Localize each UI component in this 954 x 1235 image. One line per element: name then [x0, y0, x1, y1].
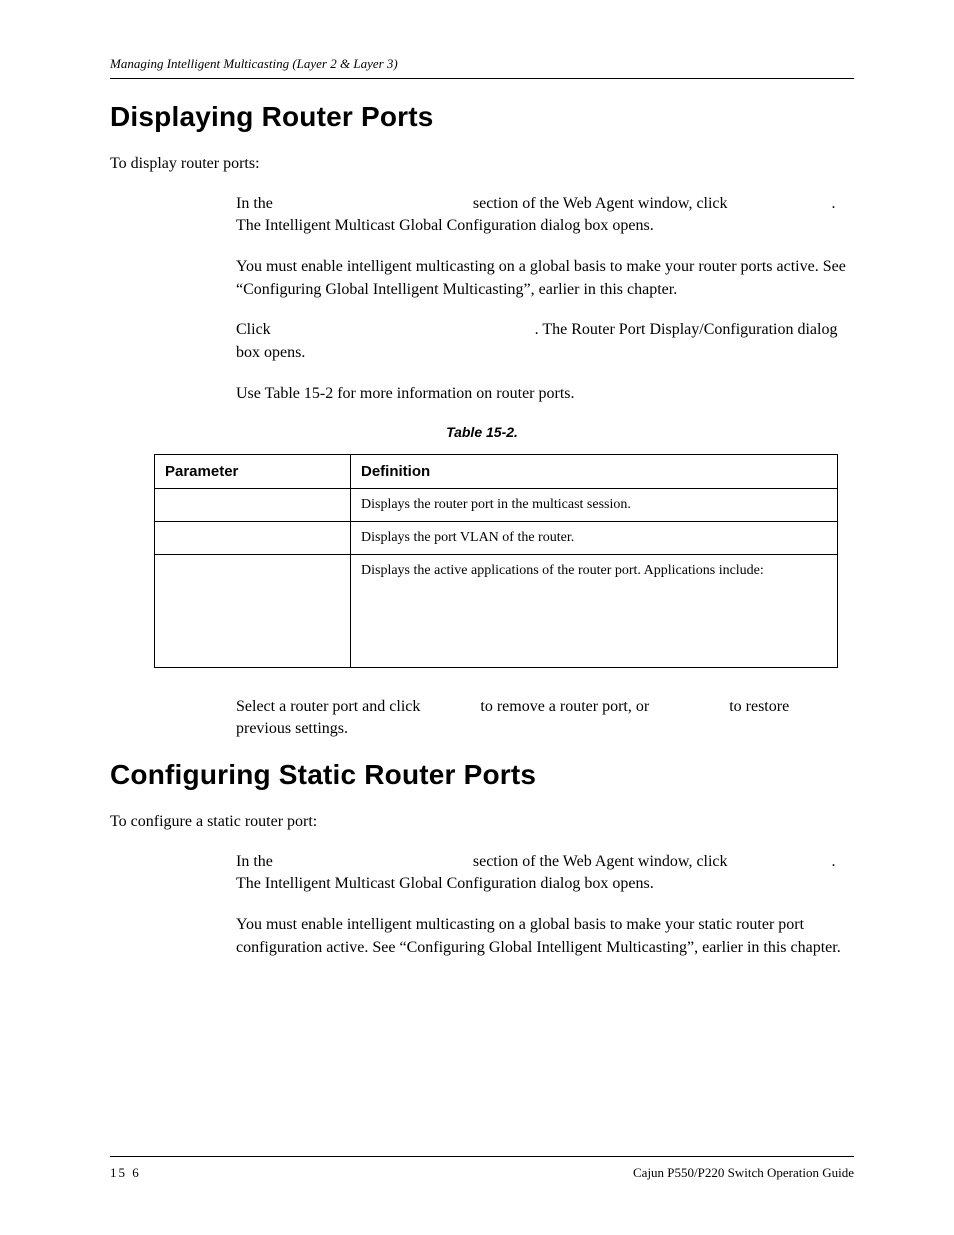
footer-rule	[110, 1156, 854, 1157]
table-header-row: Parameter Definition	[155, 454, 838, 488]
page: Managing Intelligent Multicasting (Layer…	[0, 0, 954, 1235]
blank-link-placeholder	[275, 321, 531, 338]
text-fragment: In the	[236, 853, 277, 870]
text-fragment: section of the Web Agent window, click	[473, 853, 732, 870]
section-title-displaying-router-ports: Displaying Router Ports	[110, 101, 854, 133]
cell-parameter	[155, 521, 351, 554]
cell-parameter	[155, 488, 351, 521]
text-fragment: In the	[236, 195, 277, 212]
body-block-3: In the section of the Web Agent window, …	[236, 851, 848, 960]
lead-paragraph: To configure a static router port:	[110, 811, 854, 833]
step-paragraph: In the section of the Web Agent window, …	[236, 193, 848, 238]
body-block-1: In the section of the Web Agent window, …	[236, 193, 848, 406]
note-paragraph: You must enable intelligent multicasting…	[236, 914, 848, 959]
router-ports-table: Parameter Definition Displays the router…	[154, 454, 838, 668]
column-header-definition: Definition	[351, 454, 838, 488]
blank-button-placeholder	[653, 698, 725, 715]
section-title-configuring-static-router-ports: Configuring Static Router Ports	[110, 759, 854, 791]
page-footer: 15 6 Cajun P550/P220 Switch Operation Gu…	[110, 1156, 854, 1181]
step-paragraph: Click . The Router Port Display/Configur…	[236, 319, 848, 364]
action-paragraph: Select a router port and click to remove…	[236, 696, 848, 741]
text-fragment: Click	[236, 321, 275, 338]
blank-link-placeholder	[277, 195, 469, 212]
blank-link-placeholder	[732, 195, 828, 212]
body-block-2: Select a router port and click to remove…	[236, 696, 848, 741]
cell-parameter	[155, 554, 351, 667]
running-head: Managing Intelligent Multicasting (Layer…	[110, 56, 854, 72]
text-fragment: Select a router port and click	[236, 698, 424, 715]
blank-link-placeholder	[732, 853, 828, 870]
cell-definition: Displays the active applications of the …	[351, 554, 838, 667]
column-header-parameter: Parameter	[155, 454, 351, 488]
footer-row: 15 6 Cajun P550/P220 Switch Operation Gu…	[110, 1165, 854, 1181]
table-row: Displays the router port in the multicas…	[155, 488, 838, 521]
blank-link-placeholder	[277, 853, 469, 870]
step-paragraph: In the section of the Web Agent window, …	[236, 851, 848, 896]
page-number: 15 6	[110, 1165, 141, 1181]
document-title: Cajun P550/P220 Switch Operation Guide	[633, 1165, 854, 1181]
text-fragment: section of the Web Agent window, click	[473, 195, 732, 212]
table-row: Displays the port VLAN of the router.	[155, 521, 838, 554]
cell-definition: Displays the port VLAN of the router.	[351, 521, 838, 554]
table-caption: Table 15-2.	[110, 424, 854, 440]
header-rule	[110, 78, 854, 79]
note-paragraph: You must enable intelligent multicasting…	[236, 256, 848, 301]
table-row: Displays the active applications of the …	[155, 554, 838, 667]
blank-button-placeholder	[424, 698, 476, 715]
cell-definition: Displays the router port in the multicas…	[351, 488, 838, 521]
text-fragment: to remove a router port, or	[480, 698, 653, 715]
lead-paragraph: To display router ports:	[110, 153, 854, 175]
reference-paragraph: Use Table 15-2 for more information on r…	[236, 383, 848, 406]
